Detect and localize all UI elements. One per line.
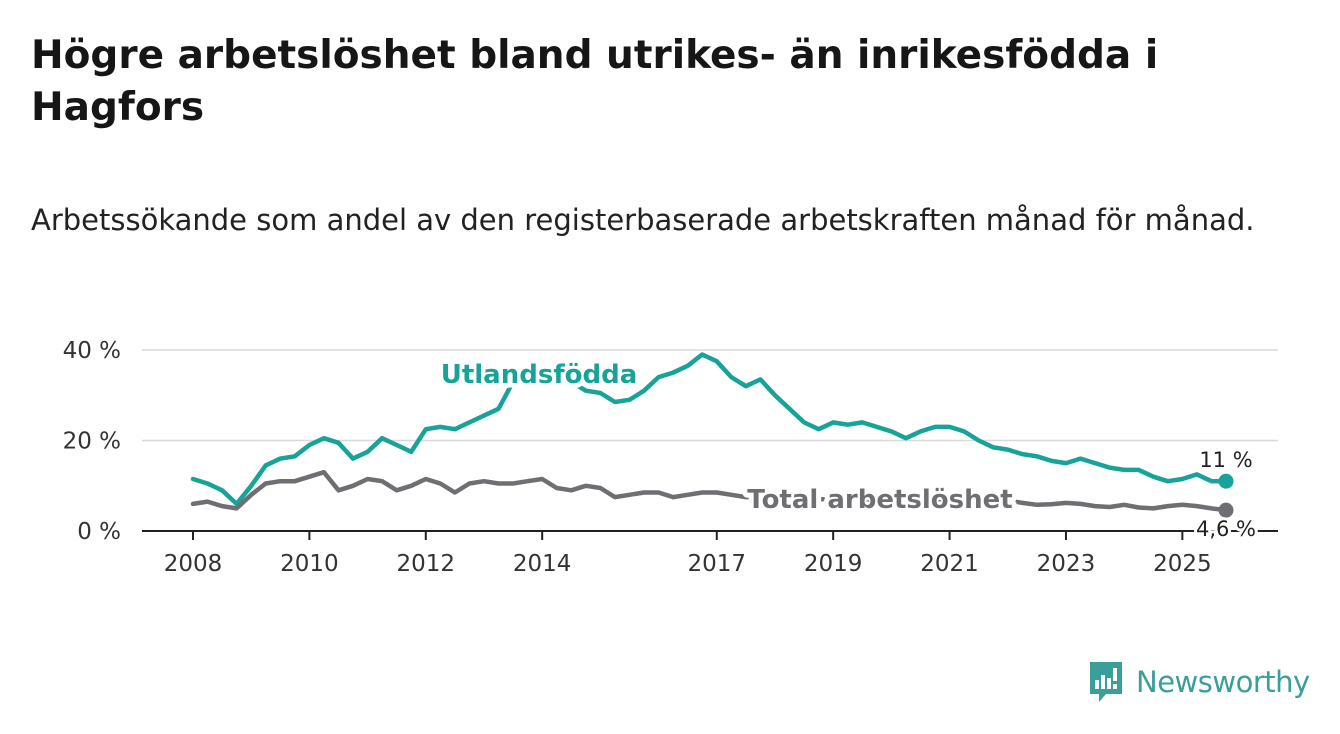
x-tick-label: 2012 [397,551,456,577]
y-tick-label: 20 % [63,429,121,455]
series-line-utlandsfodda [190,352,1229,507]
x-tick-label: 2017 [688,551,747,577]
x-tick-label: 2023 [1037,551,1096,577]
series-lines [190,352,1234,518]
y-tick-label: 0 % [77,519,121,545]
axis-ticks: 0 % 20 % 40 % 2008 2010 2012 2014 2017 2019 2021 2… [63,338,1212,577]
brand-logo: Newsworthy [1088,660,1310,704]
x-tick-label: 2021 [920,551,979,577]
series-label-utlandsfodda-halo: Utlandsfödda [441,360,638,390]
series-line-total [190,469,1229,513]
end-label-utlandsfodda-halo: 11 % [1199,448,1252,472]
end-label-total: 4,6 % [1196,517,1256,541]
series-label-total: Total arbetslöshet [747,485,1012,515]
end-label-total-halo: 4,6 % [1196,517,1256,541]
y-tick-label: 40 % [63,338,121,364]
series-end-point [1218,473,1234,489]
x-tick-label: 2010 [280,551,339,577]
brand-name: Newsworthy [1136,665,1310,699]
series-end-point [1218,502,1234,518]
grid-lines [142,349,1278,532]
newsworthy-logo-icon [1090,662,1122,702]
series-label-utlandsfodda: Utlandsfödda [441,360,638,390]
x-tick-label: 2014 [513,551,572,577]
chart-subtitle: Arbetssökande som andel av den registerb… [31,203,1255,237]
x-tick-label: 2019 [804,551,863,577]
series-label-total-halo: Total arbetslöshet [747,485,1012,515]
end-label-utlandsfodda: 11 % [1199,448,1252,472]
chart-title: Högre arbetslöshet bland utrikes- än inr… [31,33,1159,130]
x-tick-label: 2008 [164,551,223,577]
x-tick-label: 2025 [1153,551,1212,577]
